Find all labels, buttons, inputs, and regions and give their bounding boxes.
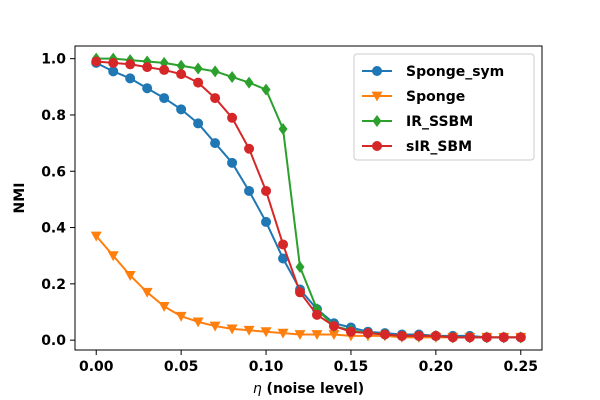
- legend: Sponge_sym Sponge IR_SSBM sIR_SBM: [353, 53, 535, 161]
- data-point: [481, 332, 492, 343]
- legend-marker: [372, 66, 382, 76]
- data-point: [142, 55, 152, 68]
- data-point: [108, 66, 119, 77]
- data-point: [515, 332, 526, 343]
- legend-box: [353, 53, 535, 161]
- data-point: [379, 329, 390, 340]
- data-point: [124, 271, 136, 281]
- data-point: [108, 57, 119, 68]
- data-point: [396, 330, 407, 341]
- x-tick-label: 0.10: [249, 359, 284, 375]
- legend-entry-sir-sbm: sIR_SBM: [362, 139, 472, 155]
- x-tick-label: 0.25: [503, 359, 538, 375]
- data-point: [142, 62, 153, 73]
- data-point: [278, 239, 289, 250]
- x-tick-label: 0.15: [334, 359, 369, 375]
- data-point: [193, 62, 203, 75]
- legend-entry-sponge: Sponge: [362, 89, 465, 105]
- data-point: [260, 327, 272, 338]
- data-point: [244, 143, 255, 154]
- data-point: [159, 64, 170, 75]
- series-sir-sbm: [91, 56, 526, 343]
- y-tick-label: 0.0: [41, 333, 66, 349]
- y-tick-label: 0.2: [41, 277, 66, 293]
- data-point: [210, 65, 220, 78]
- data-point: [328, 321, 339, 332]
- legend-marker: [372, 141, 382, 151]
- data-point: [193, 118, 204, 129]
- legend-label: Sponge_sym: [406, 64, 504, 80]
- y-tick-label: 1.0: [41, 52, 66, 68]
- data-point: [90, 231, 102, 242]
- data-point: [176, 104, 187, 115]
- data-point: [294, 330, 306, 341]
- data-point: [261, 185, 272, 196]
- data-point: [176, 59, 186, 72]
- data-point: [261, 83, 271, 96]
- data-point: [244, 76, 254, 89]
- data-point: [345, 326, 356, 337]
- data-point: [277, 328, 289, 339]
- legend-label: IR_SSBM: [406, 114, 473, 130]
- data-point: [227, 157, 238, 168]
- y-axis-title: NMI: [12, 183, 28, 214]
- x-axis-title-rest: (noise level): [262, 381, 364, 397]
- data-point: [464, 332, 475, 343]
- data-point: [209, 321, 221, 332]
- series-group: [90, 52, 527, 344]
- data-point: [226, 324, 238, 335]
- legend-marker: [372, 115, 382, 127]
- data-point: [413, 330, 424, 341]
- data-point: [261, 216, 272, 227]
- data-point: [210, 93, 221, 104]
- data-point: [158, 301, 170, 312]
- x-tick-label: 0.05: [164, 359, 199, 375]
- legend-marker: [371, 91, 383, 102]
- data-point: [141, 287, 153, 298]
- plot-frame: [74, 45, 543, 351]
- data-point: [243, 325, 255, 336]
- legend-label: sIR_SBM: [406, 139, 472, 155]
- axes-group: 0.00 0.05 0.10 0.15 0.20 0.25 0.0 0.2 0.4 0.6 0.8 1…: [41, 52, 538, 375]
- data-point: [125, 73, 136, 84]
- x-axis-title: η (noise level): [253, 381, 364, 397]
- data-point: [328, 330, 340, 341]
- data-point: [107, 251, 119, 262]
- data-point: [430, 330, 441, 341]
- data-point: [311, 330, 323, 341]
- x-tick-label: 0.00: [79, 359, 114, 375]
- data-point: [295, 287, 306, 298]
- data-point: [227, 112, 238, 123]
- data-point: [175, 311, 187, 322]
- data-point: [192, 317, 204, 328]
- data-point: [295, 260, 305, 273]
- data-point: [227, 70, 237, 83]
- data-point: [311, 309, 322, 320]
- data-point: [176, 69, 187, 80]
- data-point: [91, 56, 102, 67]
- y-tick-label: 0.4: [41, 221, 66, 237]
- data-point: [447, 332, 458, 343]
- data-point: [278, 123, 288, 136]
- data-point: [498, 332, 509, 343]
- data-point: [159, 93, 170, 104]
- data-point: [244, 185, 255, 196]
- data-point: [193, 77, 204, 88]
- legend-entry-sponge-sym: Sponge_sym: [362, 64, 504, 80]
- data-point: [125, 59, 136, 70]
- legend-entry-ir-ssbm: IR_SSBM: [362, 114, 473, 130]
- legend-label: Sponge: [406, 89, 465, 105]
- y-tick-label: 0.6: [41, 164, 66, 180]
- x-axis-title-eta: η: [253, 381, 262, 397]
- data-point: [362, 328, 373, 339]
- x-tick-label: 0.20: [419, 359, 454, 375]
- data-point: [142, 83, 153, 94]
- y-tick-label: 0.8: [41, 108, 66, 124]
- data-point: [210, 138, 221, 149]
